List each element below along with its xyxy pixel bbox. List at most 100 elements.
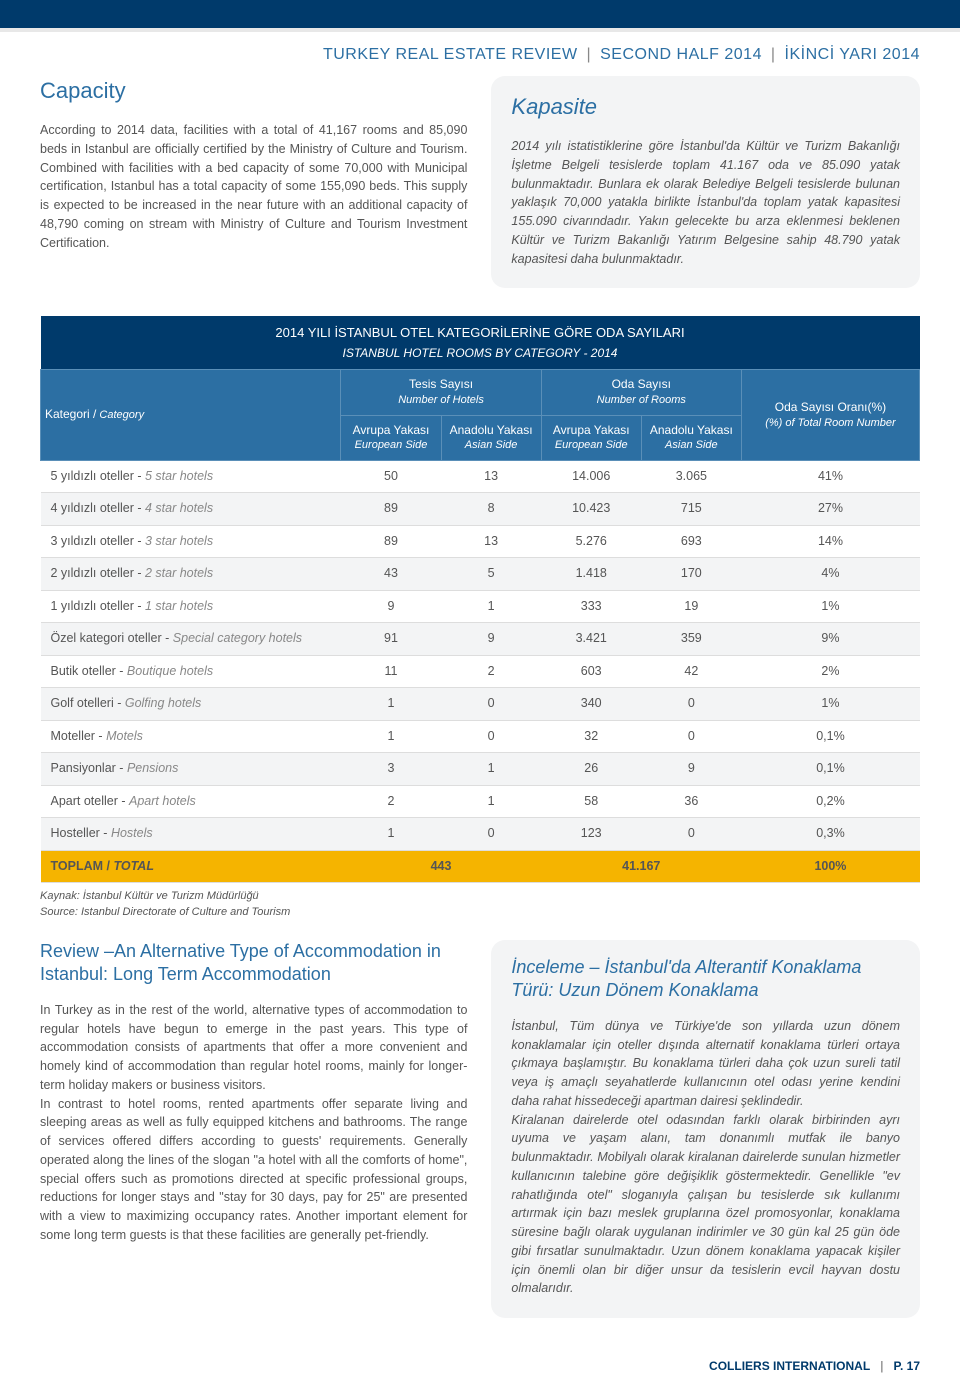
table-row: 3 yıldızlı oteller - 3 star hotels89135.… (41, 525, 920, 558)
col-category: Kategori / Category (41, 370, 341, 460)
cell-hotels-eu: 50 (341, 460, 441, 493)
cell-hotels-eu: 1 (341, 688, 441, 721)
col-hotels-as: Anadolu YakasıAsian Side (441, 415, 541, 460)
page-content: Capacity According to 2014 data, facilit… (0, 76, 960, 1348)
review-tr: İnceleme – İstanbul'da Alterantif Konakl… (491, 940, 920, 1318)
footer-sep: | (880, 1358, 883, 1375)
hotel-category-table: 2014 YILI İSTANBUL OTEL KATEGORİLERİNE G… (40, 316, 920, 883)
footer-page: P. 17 (894, 1358, 920, 1375)
cell-hotels-as: 0 (441, 720, 541, 753)
cell-rooms-as: 0 (641, 688, 741, 721)
table-row: Pansiyonlar - Pensions312690,1% (41, 753, 920, 786)
col-rooms-eu: Avrupa YakasıEuropean Side (541, 415, 641, 460)
cell-category: 1 yıldızlı oteller - 1 star hotels (41, 590, 341, 623)
cell-rooms-as: 19 (641, 590, 741, 623)
cell-rooms-eu: 340 (541, 688, 641, 721)
cell-rooms-as: 0 (641, 818, 741, 851)
cell-rooms-as: 0 (641, 720, 741, 753)
header-sep: | (771, 46, 776, 63)
capacity-en: Capacity According to 2014 data, facilit… (40, 76, 467, 288)
cell-hotels-eu: 1 (341, 818, 441, 851)
cell-pct: 14% (741, 525, 919, 558)
table-total-row: TOPLAM / TOTAL44341.167100% (41, 850, 920, 883)
table-row: 4 yıldızlı oteller - 4 star hotels89810.… (41, 493, 920, 526)
cell-rooms-eu: 1.418 (541, 558, 641, 591)
page-header: TURKEY REAL ESTATE REVIEW | SECOND HALF … (0, 32, 960, 76)
cell-category: Golf otelleri - Golfing hotels (41, 688, 341, 721)
cell-rooms-as: 359 (641, 623, 741, 656)
review-body-en: In Turkey as in the rest of the world, a… (40, 1001, 467, 1245)
cell-rooms-eu: 10.423 (541, 493, 641, 526)
cell-hotels-eu: 91 (341, 623, 441, 656)
cell-hotels-as: 0 (441, 688, 541, 721)
cell-rooms-as: 693 (641, 525, 741, 558)
cell-hotels-eu: 89 (341, 525, 441, 558)
cell-pct: 2% (741, 655, 919, 688)
cell-rooms-eu: 3.421 (541, 623, 641, 656)
header-title-a: TURKEY REAL ESTATE REVIEW (323, 46, 578, 63)
cell-hotels-eu: 43 (341, 558, 441, 591)
cell-pct: 1% (741, 590, 919, 623)
review-section: Review –An Alternative Type of Accommoda… (40, 940, 920, 1318)
cell-rooms-eu: 32 (541, 720, 641, 753)
table-row: Özel kategori oteller - Special category… (41, 623, 920, 656)
table-row: Butik oteller - Boutique hotels112603422… (41, 655, 920, 688)
cell-rooms-as: 42 (641, 655, 741, 688)
total-rooms: 41.167 (541, 850, 741, 883)
total-hotels: 443 (341, 850, 541, 883)
cell-hotels-as: 13 (441, 460, 541, 493)
cell-hotels-as: 0 (441, 818, 541, 851)
cell-pct: 0,1% (741, 720, 919, 753)
cell-hotels-as: 2 (441, 655, 541, 688)
capacity-body-en: According to 2014 data, facilities with … (40, 121, 467, 252)
cell-rooms-eu: 58 (541, 785, 641, 818)
col-rooms: Oda Sayısı Number of Rooms (541, 370, 741, 415)
cell-hotels-as: 1 (441, 785, 541, 818)
table-row: Moteller - Motels103200,1% (41, 720, 920, 753)
cell-rooms-eu: 333 (541, 590, 641, 623)
cell-pct: 9% (741, 623, 919, 656)
cell-rooms-eu: 603 (541, 655, 641, 688)
cell-rooms-eu: 26 (541, 753, 641, 786)
page-footer: COLLIERS INTERNATIONAL | P. 17 (0, 1348, 960, 1389)
cell-category: Hosteller - Hostels (41, 818, 341, 851)
cell-rooms-as: 3.065 (641, 460, 741, 493)
cell-hotels-as: 9 (441, 623, 541, 656)
cell-pct: 4% (741, 558, 919, 591)
table-row: Golf otelleri - Golfing hotels1034001% (41, 688, 920, 721)
cell-hotels-eu: 11 (341, 655, 441, 688)
cell-hotels-as: 8 (441, 493, 541, 526)
review-en: Review –An Alternative Type of Accommoda… (40, 940, 467, 1318)
review-title-en: Review –An Alternative Type of Accommoda… (40, 940, 467, 987)
table-row: Hosteller - Hostels1012300,3% (41, 818, 920, 851)
cell-rooms-as: 9 (641, 753, 741, 786)
cell-pct: 1% (741, 688, 919, 721)
cell-rooms-eu: 14.006 (541, 460, 641, 493)
cell-pct: 0,3% (741, 818, 919, 851)
total-pct: 100% (741, 850, 919, 883)
cell-category: Pansiyonlar - Pensions (41, 753, 341, 786)
col-hotels: Tesis Sayısı Number of Hotels (341, 370, 541, 415)
col-hotels-eu: Avrupa YakasıEuropean Side (341, 415, 441, 460)
cell-category: Özel kategori oteller - Special category… (41, 623, 341, 656)
footer-brand: COLLIERS INTERNATIONAL (709, 1358, 870, 1375)
header-title-c: İKİNCİ YARI 2014 (785, 46, 920, 63)
top-strip (0, 0, 960, 32)
cell-hotels-as: 1 (441, 753, 541, 786)
table-title-tr: 2014 YILI İSTANBUL OTEL KATEGORİLERİNE G… (41, 316, 920, 344)
table-row: 2 yıldızlı oteller - 2 star hotels4351.4… (41, 558, 920, 591)
cell-category: 5 yıldızlı oteller - 5 star hotels (41, 460, 341, 493)
capacity-section: Capacity According to 2014 data, facilit… (40, 76, 920, 288)
cell-hotels-eu: 1 (341, 720, 441, 753)
header-sep: | (587, 46, 592, 63)
table-title-en: ISTANBUL HOTEL ROOMS BY CATEGORY - 2014 (41, 345, 920, 370)
cell-hotels-as: 13 (441, 525, 541, 558)
cell-pct: 0,1% (741, 753, 919, 786)
cell-pct: 41% (741, 460, 919, 493)
cell-hotels-eu: 3 (341, 753, 441, 786)
header-title-b: SECOND HALF 2014 (600, 46, 762, 63)
table-source: Kaynak: İstanbul Kültür ve Turizm Müdürl… (40, 889, 920, 920)
cell-category: Apart oteller - Apart hotels (41, 785, 341, 818)
cell-hotels-eu: 9 (341, 590, 441, 623)
cell-hotels-as: 5 (441, 558, 541, 591)
